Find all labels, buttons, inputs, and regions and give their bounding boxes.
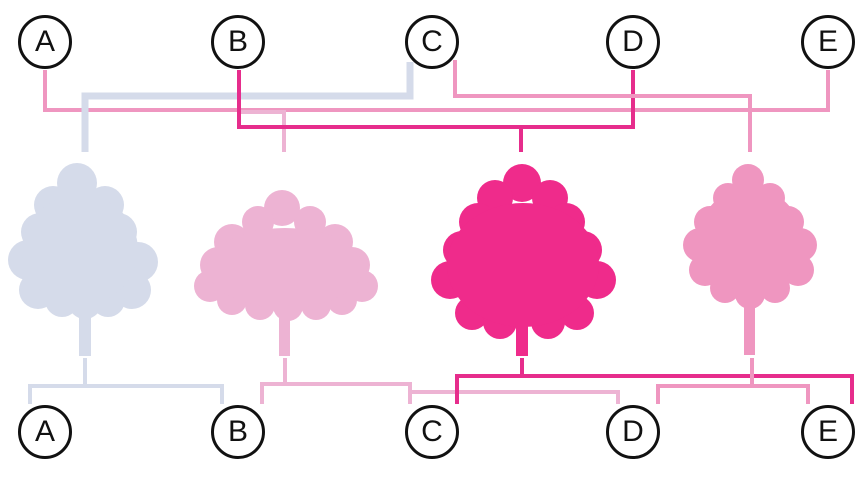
connector-top-c-e-to-medium-pink xyxy=(453,60,752,152)
connector-light-pink-to-bottom-d xyxy=(410,390,620,404)
label-bottom-e: E xyxy=(801,405,855,459)
connector-medium-pink-to-bottom-e xyxy=(752,384,810,404)
label-top-b: B xyxy=(211,15,265,69)
tree-medium-pink xyxy=(683,164,817,355)
tree-hot-pink xyxy=(431,164,616,356)
connector-hot-pink-to-bottom-c-e xyxy=(455,358,524,404)
connector-top-b-d-to-hot-pink xyxy=(237,70,635,129)
connector-medium-pink-to-bottom-d-e xyxy=(656,358,754,404)
tree-light-pink xyxy=(194,190,378,356)
tree-lavender xyxy=(8,163,158,356)
connector-lavender-to-bottom-b xyxy=(85,384,224,404)
label-top-c: C xyxy=(405,15,459,69)
connector-lavender-to-bottom-a-b xyxy=(28,358,87,404)
connector-top-a-to-medium-pink xyxy=(43,70,830,112)
label-top-e: E xyxy=(801,15,855,69)
label-bottom-a: A xyxy=(18,405,72,459)
connector-light-pink-to-bottom-c xyxy=(285,382,412,404)
connector-top-c-to-lavender xyxy=(81,62,414,152)
connector-light-pink-to-bottom-b-c xyxy=(260,358,287,404)
label-bottom-d: D xyxy=(606,405,660,459)
connector-hot-pink-to-bottom-e xyxy=(522,374,854,404)
label-top-d: D xyxy=(606,15,660,69)
label-bottom-c: C xyxy=(405,405,459,459)
label-bottom-b: B xyxy=(211,405,265,459)
label-top-a: A xyxy=(18,15,72,69)
connector-top-b-d-to-light-pink xyxy=(240,110,286,152)
